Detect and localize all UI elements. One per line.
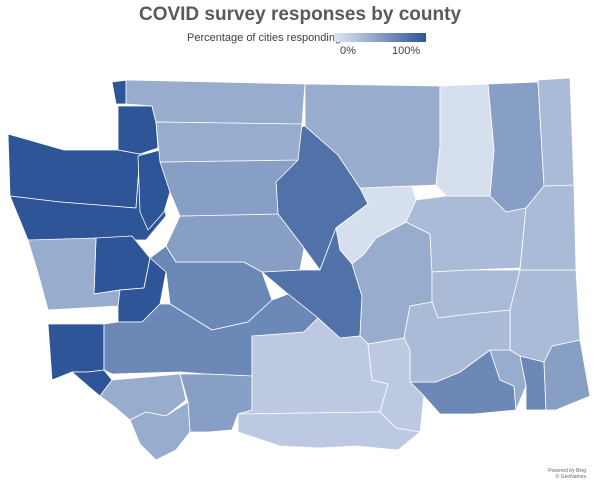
- county-skagit: [155, 121, 303, 163]
- attribution-geonames: © GeoNames: [555, 474, 586, 480]
- county-klickitat: [237, 411, 421, 451]
- legend: Percentage of cities responding 0% 100%: [0, 30, 600, 60]
- county-island: [117, 105, 159, 155]
- legend-label: Percentage of cities responding: [187, 32, 342, 44]
- legend-max-label: 100%: [392, 45, 421, 57]
- county-asotin: [543, 339, 591, 411]
- county-douglas: [335, 185, 417, 265]
- map-title: COVID survey responses by county: [138, 4, 462, 25]
- county-pend-oreille: [537, 77, 575, 187]
- county-spokane: [519, 184, 577, 271]
- map-attribution: Powered by Bing © GeoNames: [548, 468, 586, 480]
- county-ferry: [435, 83, 495, 197]
- legend-min-label: 0%: [340, 45, 356, 57]
- county-mason: [93, 235, 151, 295]
- attribution-bing: Powered by Bing: [548, 468, 586, 474]
- county-clark: [129, 401, 191, 461]
- county-grays-harbor: [27, 237, 121, 311]
- county-stevens: [487, 81, 545, 213]
- legend-color-bar: [334, 33, 426, 42]
- county-king: [165, 213, 305, 273]
